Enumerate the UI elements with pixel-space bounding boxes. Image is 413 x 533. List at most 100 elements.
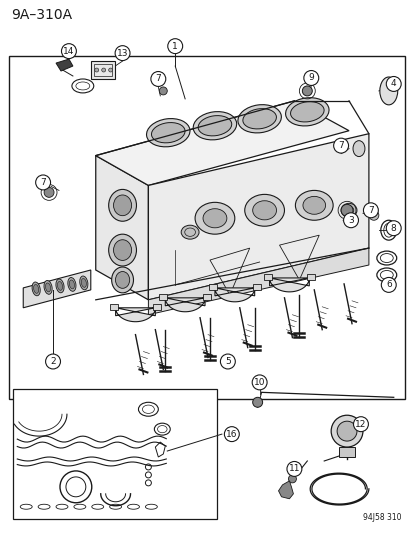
Circle shape	[252, 375, 266, 390]
Text: 13: 13	[116, 49, 128, 58]
Polygon shape	[165, 298, 204, 312]
Polygon shape	[95, 156, 148, 300]
Ellipse shape	[115, 271, 129, 288]
Text: 8: 8	[390, 224, 396, 233]
Ellipse shape	[69, 280, 74, 289]
Polygon shape	[95, 101, 348, 185]
Ellipse shape	[108, 189, 136, 221]
Ellipse shape	[340, 203, 356, 217]
Text: 10: 10	[253, 378, 265, 387]
Ellipse shape	[290, 102, 323, 122]
Ellipse shape	[244, 195, 284, 226]
Circle shape	[330, 415, 362, 447]
Bar	[338, 447, 354, 457]
Circle shape	[44, 188, 54, 197]
Circle shape	[224, 426, 239, 441]
Bar	[263, 274, 271, 280]
Ellipse shape	[252, 201, 276, 220]
Ellipse shape	[242, 109, 276, 129]
Ellipse shape	[32, 282, 40, 296]
Text: 7: 7	[155, 75, 161, 84]
Bar	[252, 284, 260, 290]
Text: 6: 6	[385, 280, 391, 289]
Text: 5: 5	[224, 357, 230, 366]
Polygon shape	[278, 481, 293, 499]
Circle shape	[385, 221, 400, 236]
Circle shape	[95, 68, 98, 72]
Text: 16: 16	[225, 430, 237, 439]
Polygon shape	[269, 278, 309, 292]
Polygon shape	[148, 248, 368, 315]
Text: 12: 12	[354, 419, 366, 429]
Ellipse shape	[113, 195, 131, 216]
Ellipse shape	[198, 116, 231, 136]
Polygon shape	[214, 288, 254, 302]
Text: 7: 7	[40, 178, 46, 187]
Ellipse shape	[193, 111, 236, 140]
Ellipse shape	[113, 240, 131, 261]
Text: 7: 7	[337, 141, 343, 150]
Text: 3: 3	[347, 216, 353, 225]
Text: 94J58 310: 94J58 310	[362, 513, 401, 522]
Text: 7: 7	[367, 206, 373, 215]
Ellipse shape	[295, 190, 332, 220]
Ellipse shape	[81, 278, 86, 287]
Circle shape	[336, 421, 356, 441]
Bar	[9, 56, 404, 399]
Bar	[209, 284, 216, 290]
Circle shape	[368, 211, 378, 220]
Circle shape	[301, 86, 311, 96]
Bar	[90, 61, 114, 79]
Circle shape	[62, 44, 76, 59]
Ellipse shape	[379, 77, 397, 105]
Ellipse shape	[44, 280, 52, 294]
Text: 2: 2	[50, 357, 56, 366]
Bar	[306, 274, 315, 280]
Circle shape	[380, 278, 395, 293]
Polygon shape	[23, 270, 90, 308]
Ellipse shape	[56, 279, 64, 293]
Text: 1: 1	[172, 42, 178, 51]
Text: 14: 14	[63, 46, 74, 55]
Circle shape	[108, 68, 112, 72]
Polygon shape	[148, 134, 368, 300]
Circle shape	[36, 175, 50, 190]
Circle shape	[303, 70, 318, 85]
Ellipse shape	[352, 141, 364, 157]
Circle shape	[353, 417, 368, 432]
Ellipse shape	[112, 267, 133, 293]
Text: 11: 11	[288, 464, 299, 473]
Text: 4: 4	[390, 79, 396, 88]
Ellipse shape	[195, 203, 234, 234]
Circle shape	[333, 138, 348, 153]
Circle shape	[150, 71, 165, 86]
Ellipse shape	[45, 283, 50, 292]
Ellipse shape	[33, 285, 39, 293]
Bar	[202, 294, 211, 300]
Circle shape	[288, 475, 296, 483]
Polygon shape	[56, 59, 73, 71]
Ellipse shape	[302, 196, 325, 214]
Ellipse shape	[285, 98, 328, 126]
Bar	[93, 64, 112, 76]
Circle shape	[159, 87, 167, 95]
Circle shape	[45, 354, 60, 369]
Ellipse shape	[237, 104, 281, 133]
Ellipse shape	[181, 225, 199, 239]
Circle shape	[252, 397, 262, 407]
Ellipse shape	[151, 123, 185, 143]
Ellipse shape	[68, 278, 76, 292]
Bar	[153, 304, 161, 310]
Circle shape	[286, 462, 301, 477]
Ellipse shape	[202, 209, 226, 228]
Ellipse shape	[57, 281, 62, 290]
Circle shape	[220, 354, 235, 369]
Circle shape	[363, 203, 377, 218]
Bar	[159, 294, 167, 300]
Circle shape	[167, 39, 182, 54]
Ellipse shape	[80, 276, 88, 290]
Circle shape	[385, 77, 400, 92]
Ellipse shape	[146, 118, 190, 147]
Circle shape	[115, 46, 130, 61]
Text: 9A–310A: 9A–310A	[11, 9, 72, 22]
